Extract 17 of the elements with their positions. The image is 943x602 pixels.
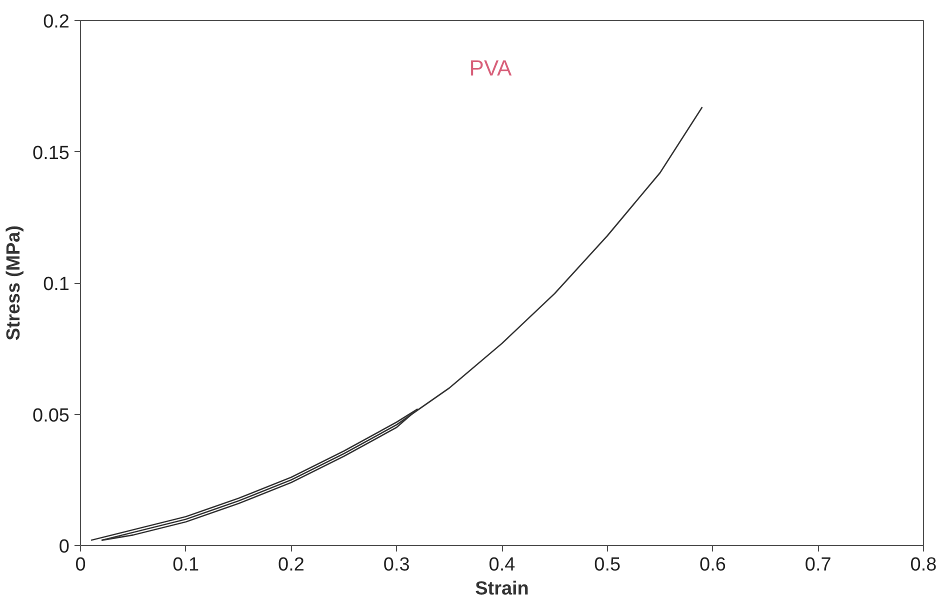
x-tick-label: 0.4 [488,554,516,576]
x-tick-label: 0.8 [910,554,937,576]
x-tick-label: 0 [75,554,86,576]
x-axis-title: Strain [475,578,529,600]
x-tick-label: 0.1 [172,554,200,576]
x-tick-label: 0.6 [700,554,726,576]
x-tick-label: 0.2 [278,554,304,576]
x-tick-label: 0.3 [383,554,410,576]
y-tick-label: 0.1 [43,274,70,295]
y-axis-title: Stress (MPa) [4,225,25,341]
x-tick-label: 0.5 [594,554,621,576]
x-tick-label: 0.7 [804,554,832,576]
y-tick-label: 0 [58,536,70,558]
y-tick-label: 0.05 [32,405,70,426]
y-tick-label: 0.2 [43,12,70,32]
y-tick-label: 0.15 [32,142,70,164]
text: PVA [469,56,512,80]
